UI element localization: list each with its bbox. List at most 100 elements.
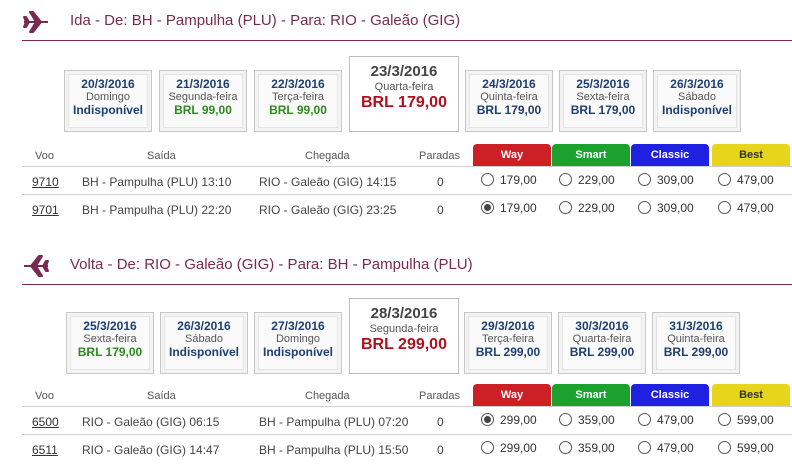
departure: BH - Pampulha (PLU) 22:20 (82, 203, 232, 217)
date-label: 26/3/2016 (177, 319, 231, 333)
fare-price: 599,00 (737, 441, 774, 455)
fare-price: 479,00 (737, 201, 774, 215)
arrival: BH - Pampulha (PLU) 15:50 (259, 443, 409, 457)
flight-number-link[interactable]: 9701 (32, 203, 59, 217)
date-card[interactable]: 26/3/2016 Sábado Indisponível (160, 312, 248, 374)
stops: 0 (437, 443, 444, 457)
date-card[interactable]: 21/3/2016 Segunda-feira BRL 99,00 (159, 70, 247, 132)
radio-button[interactable] (718, 173, 731, 186)
date-price: Indisponível (262, 345, 333, 359)
date-card[interactable]: 31/3/2016 Quinta-feira BRL 299,00 (652, 312, 740, 374)
arrival: RIO - Galeão (GIG) 23:25 (259, 203, 397, 217)
date-card-selected[interactable]: 23/3/2016 Quarta-feira BRL 179,00 (349, 56, 459, 132)
radio-button[interactable] (638, 201, 651, 214)
weekday-label: Segunda-feira (369, 323, 439, 335)
date-price: BRL 179,00 (77, 345, 143, 359)
date-card[interactable]: 30/3/2016 Quarta-feira BRL 299,00 (558, 312, 646, 374)
arrival: BH - Pampulha (PLU) 07:20 (259, 415, 409, 429)
outbound-header: Ida - De: BH - Pampulha (PLU) - Para: RI… (0, 0, 792, 41)
weekday-label: Domingo (275, 333, 321, 345)
radio-button-selected[interactable] (481, 413, 494, 426)
arrival: RIO - Galeão (GIG) 14:15 (259, 175, 397, 189)
date-price: Indisponível (72, 103, 143, 117)
weekday-label: Terça-feira (272, 91, 324, 103)
departure: RIO - Galeão (GIG) 14:47 (82, 443, 220, 457)
col-chegada: Chegada (305, 390, 350, 402)
date-card[interactable]: 27/3/2016 Domingo Indisponível (254, 312, 342, 374)
radio-button[interactable] (718, 201, 731, 214)
date-card-selected[interactable]: 28/3/2016 Segunda-feira BRL 299,00 (349, 298, 459, 374)
radio-button[interactable] (559, 173, 572, 186)
date-price: BRL 179,00 (476, 103, 542, 117)
fare-price: 479,00 (737, 173, 774, 187)
table-row: 6500 RIO - Galeão (GIG) 06:15 BH - Pampu… (22, 406, 792, 435)
weekday-label: Quinta-feira (480, 91, 538, 103)
table-row: 6511 RIO - Galeão (GIG) 14:47 BH - Pampu… (22, 434, 792, 463)
date-card[interactable]: 22/3/2016 Terça-feira BRL 99,00 (254, 70, 342, 132)
weekday-label: Sábado (678, 91, 716, 103)
radio-button[interactable] (718, 413, 731, 426)
date-card[interactable]: 25/3/2016 Sexta-feira BRL 179,00 (66, 312, 154, 374)
weekday-label: Domingo (85, 91, 131, 103)
date-price: Indisponível (168, 345, 239, 359)
table-row: 9701 BH - Pampulha (PLU) 22:20 RIO - Gal… (22, 194, 792, 223)
return-date-selector: 25/3/2016 Sexta-feira BRL 179,00 26/3/20… (0, 294, 792, 384)
radio-button[interactable] (559, 441, 572, 454)
date-label: 22/3/2016 (271, 77, 325, 91)
date-label: 29/3/2016 (481, 319, 535, 333)
section-divider (22, 284, 792, 285)
weekday-label: Segunda-feira (168, 91, 238, 103)
fare-price: 229,00 (578, 173, 615, 187)
date-price: BRL 299,00 (475, 345, 541, 359)
return-title: Volta - De: RIO - Galeão (GIG) - Para: B… (70, 256, 473, 273)
date-card[interactable]: 29/3/2016 Terça-feira BRL 299,00 (464, 312, 552, 374)
col-voo: Voo (35, 390, 54, 402)
date-card[interactable]: 24/3/2016 Quinta-feira BRL 179,00 (465, 70, 553, 132)
departure: BH - Pampulha (PLU) 13:10 (82, 175, 232, 189)
flight-number-link[interactable]: 6511 (32, 443, 58, 457)
date-card[interactable]: 25/3/2016 Sexta-feira BRL 179,00 (559, 70, 647, 132)
fare-header-way: Way (473, 144, 551, 166)
fare-header-best: Best (712, 144, 790, 166)
fare-price: 299,00 (500, 441, 537, 455)
date-label: 26/3/2016 (670, 77, 724, 91)
radio-button[interactable] (638, 173, 651, 186)
fare-price: 309,00 (657, 201, 694, 215)
radio-button[interactable] (559, 201, 572, 214)
return-section: Volta - De: RIO - Galeão (GIG) - Para: B… (0, 244, 792, 470)
radio-button[interactable] (718, 441, 731, 454)
radio-button[interactable] (481, 173, 494, 186)
col-paradas: Paradas (419, 150, 460, 162)
date-price: BRL 299,00 (569, 345, 635, 359)
flight-number-link[interactable]: 9710 (32, 175, 59, 189)
fare-price: 359,00 (578, 441, 615, 455)
stops: 0 (437, 415, 444, 429)
weekday-label: Quarta-feira (572, 333, 632, 345)
date-label: 25/3/2016 (83, 319, 137, 333)
date-label: 25/3/2016 (576, 77, 630, 91)
radio-button[interactable] (638, 413, 651, 426)
departure: RIO - Galeão (GIG) 06:15 (82, 415, 220, 429)
radio-button[interactable] (481, 441, 494, 454)
weekday-label: Sábado (185, 333, 223, 345)
weekday-label: Quinta-feira (667, 333, 725, 345)
fare-price: 479,00 (657, 413, 694, 427)
date-card[interactable]: 20/3/2016 Domingo Indisponível (64, 70, 152, 132)
table-row: 9710 BH - Pampulha (PLU) 13:10 RIO - Gal… (22, 166, 792, 195)
radio-button-selected[interactable] (481, 201, 494, 214)
date-label: 27/3/2016 (271, 319, 325, 333)
fare-header-way: Way (473, 384, 551, 406)
date-price: BRL 299,00 (663, 345, 729, 359)
col-voo: Voo (35, 150, 54, 162)
radio-button[interactable] (559, 413, 572, 426)
radio-button[interactable] (638, 441, 651, 454)
stops: 0 (437, 203, 444, 217)
outbound-table-header: Voo Saída Chegada Paradas Way Smart Clas… (0, 144, 792, 166)
date-label: 23/3/2016 (370, 63, 438, 80)
flight-number-link[interactable]: 6500 (32, 415, 59, 429)
fare-header-classic: Classic (631, 144, 709, 166)
outbound-section: Ida - De: BH - Pampulha (PLU) - Para: RI… (0, 0, 792, 230)
fare-header-smart: Smart (552, 144, 630, 166)
date-card[interactable]: 26/3/2016 Sábado Indisponível (653, 70, 741, 132)
date-price: BRL 179,00 (570, 103, 636, 117)
